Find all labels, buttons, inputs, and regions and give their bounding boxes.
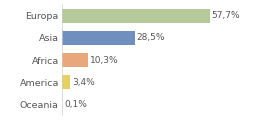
Text: 10,3%: 10,3%	[90, 55, 119, 65]
Text: 57,7%: 57,7%	[212, 11, 240, 20]
Bar	[62, 75, 70, 89]
Bar	[62, 53, 88, 67]
Text: 3,4%: 3,4%	[72, 78, 95, 87]
Bar	[62, 9, 210, 23]
Bar	[62, 31, 135, 45]
Text: 28,5%: 28,5%	[137, 33, 165, 42]
Text: 0,1%: 0,1%	[64, 100, 87, 109]
